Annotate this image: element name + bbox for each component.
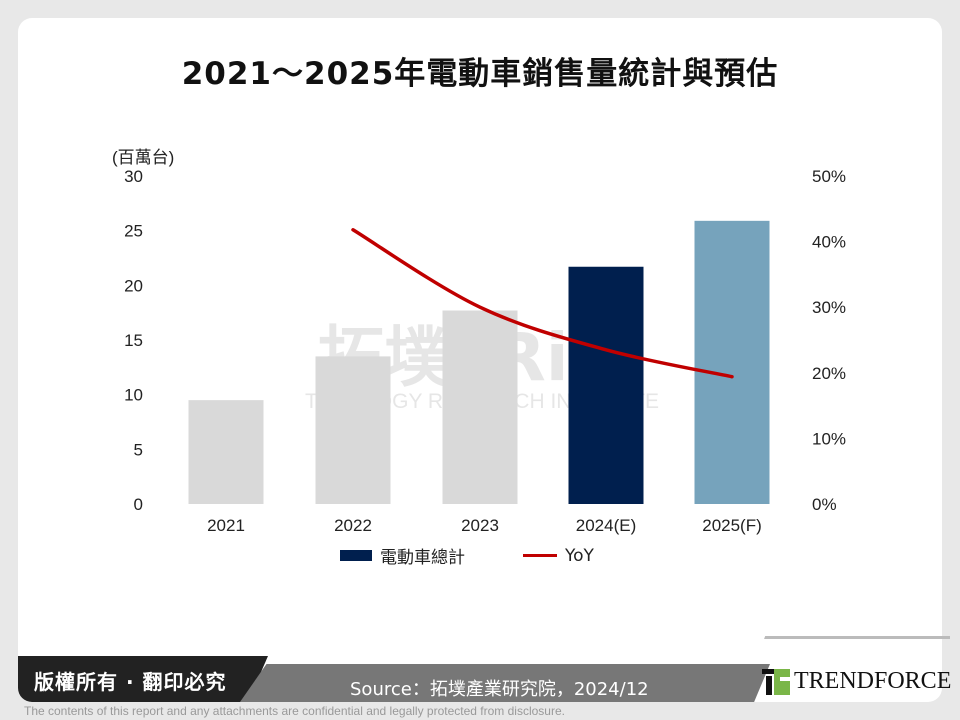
x-tick: 2022 — [334, 516, 372, 535]
footer-dark-band — [18, 656, 268, 702]
y-right-tick: 50% — [812, 167, 846, 186]
y-left-tick: 30 — [124, 167, 143, 186]
trendforce-logo: TRENDFORCE — [762, 668, 951, 695]
source-text: Source：拓墣產業研究院，2024/12 — [350, 679, 649, 700]
x-tick: 2025(F) — [702, 516, 762, 535]
bar-2021 — [188, 400, 264, 504]
chart-title: 2021～2025年電動車銷售量統計與預估 — [181, 56, 779, 92]
legend-swatch-line — [523, 554, 557, 557]
y-left-tick: 5 — [134, 440, 143, 459]
footer-decoration — [740, 636, 950, 702]
x-tick: 2021 — [207, 516, 245, 535]
bar-2025(F) — [694, 220, 770, 504]
footer-gray-band — [240, 664, 770, 702]
y-right-tick: 10% — [812, 429, 846, 448]
y-left-tick: 10 — [124, 386, 143, 405]
bar-2022 — [315, 356, 391, 504]
y-left-tick: 0 — [134, 495, 143, 514]
y-left-tick: 20 — [124, 276, 143, 295]
y-right-tick: 40% — [812, 233, 846, 252]
trendforce-logo-icon — [762, 668, 790, 695]
x-tick: 2023 — [461, 516, 499, 535]
legend-label-total: 電動車總計 — [380, 548, 465, 568]
legend-label-yoy: YoY — [565, 545, 594, 566]
y-left-tick: 15 — [124, 331, 143, 350]
y-right-tick: 0% — [812, 495, 837, 514]
yoy-line — [351, 228, 734, 379]
legend: 電動車總計 YoY — [340, 543, 594, 568]
y-axis-label: (百萬台) — [112, 148, 174, 167]
legend-swatch-bar — [340, 550, 372, 561]
x-tick: 2024(E) — [576, 516, 636, 535]
y-right-tick: 30% — [812, 298, 846, 317]
logo-text: TRENDFORCE — [794, 668, 952, 694]
y-left-tick: 25 — [124, 222, 143, 241]
bar-2023 — [442, 310, 518, 504]
copyright-text: 版權所有 · 翻印必究 — [34, 670, 227, 694]
bar-2024(E) — [568, 266, 644, 504]
y-right-tick: 20% — [812, 364, 846, 383]
disclaimer: The contents of this report and any atta… — [24, 704, 565, 718]
